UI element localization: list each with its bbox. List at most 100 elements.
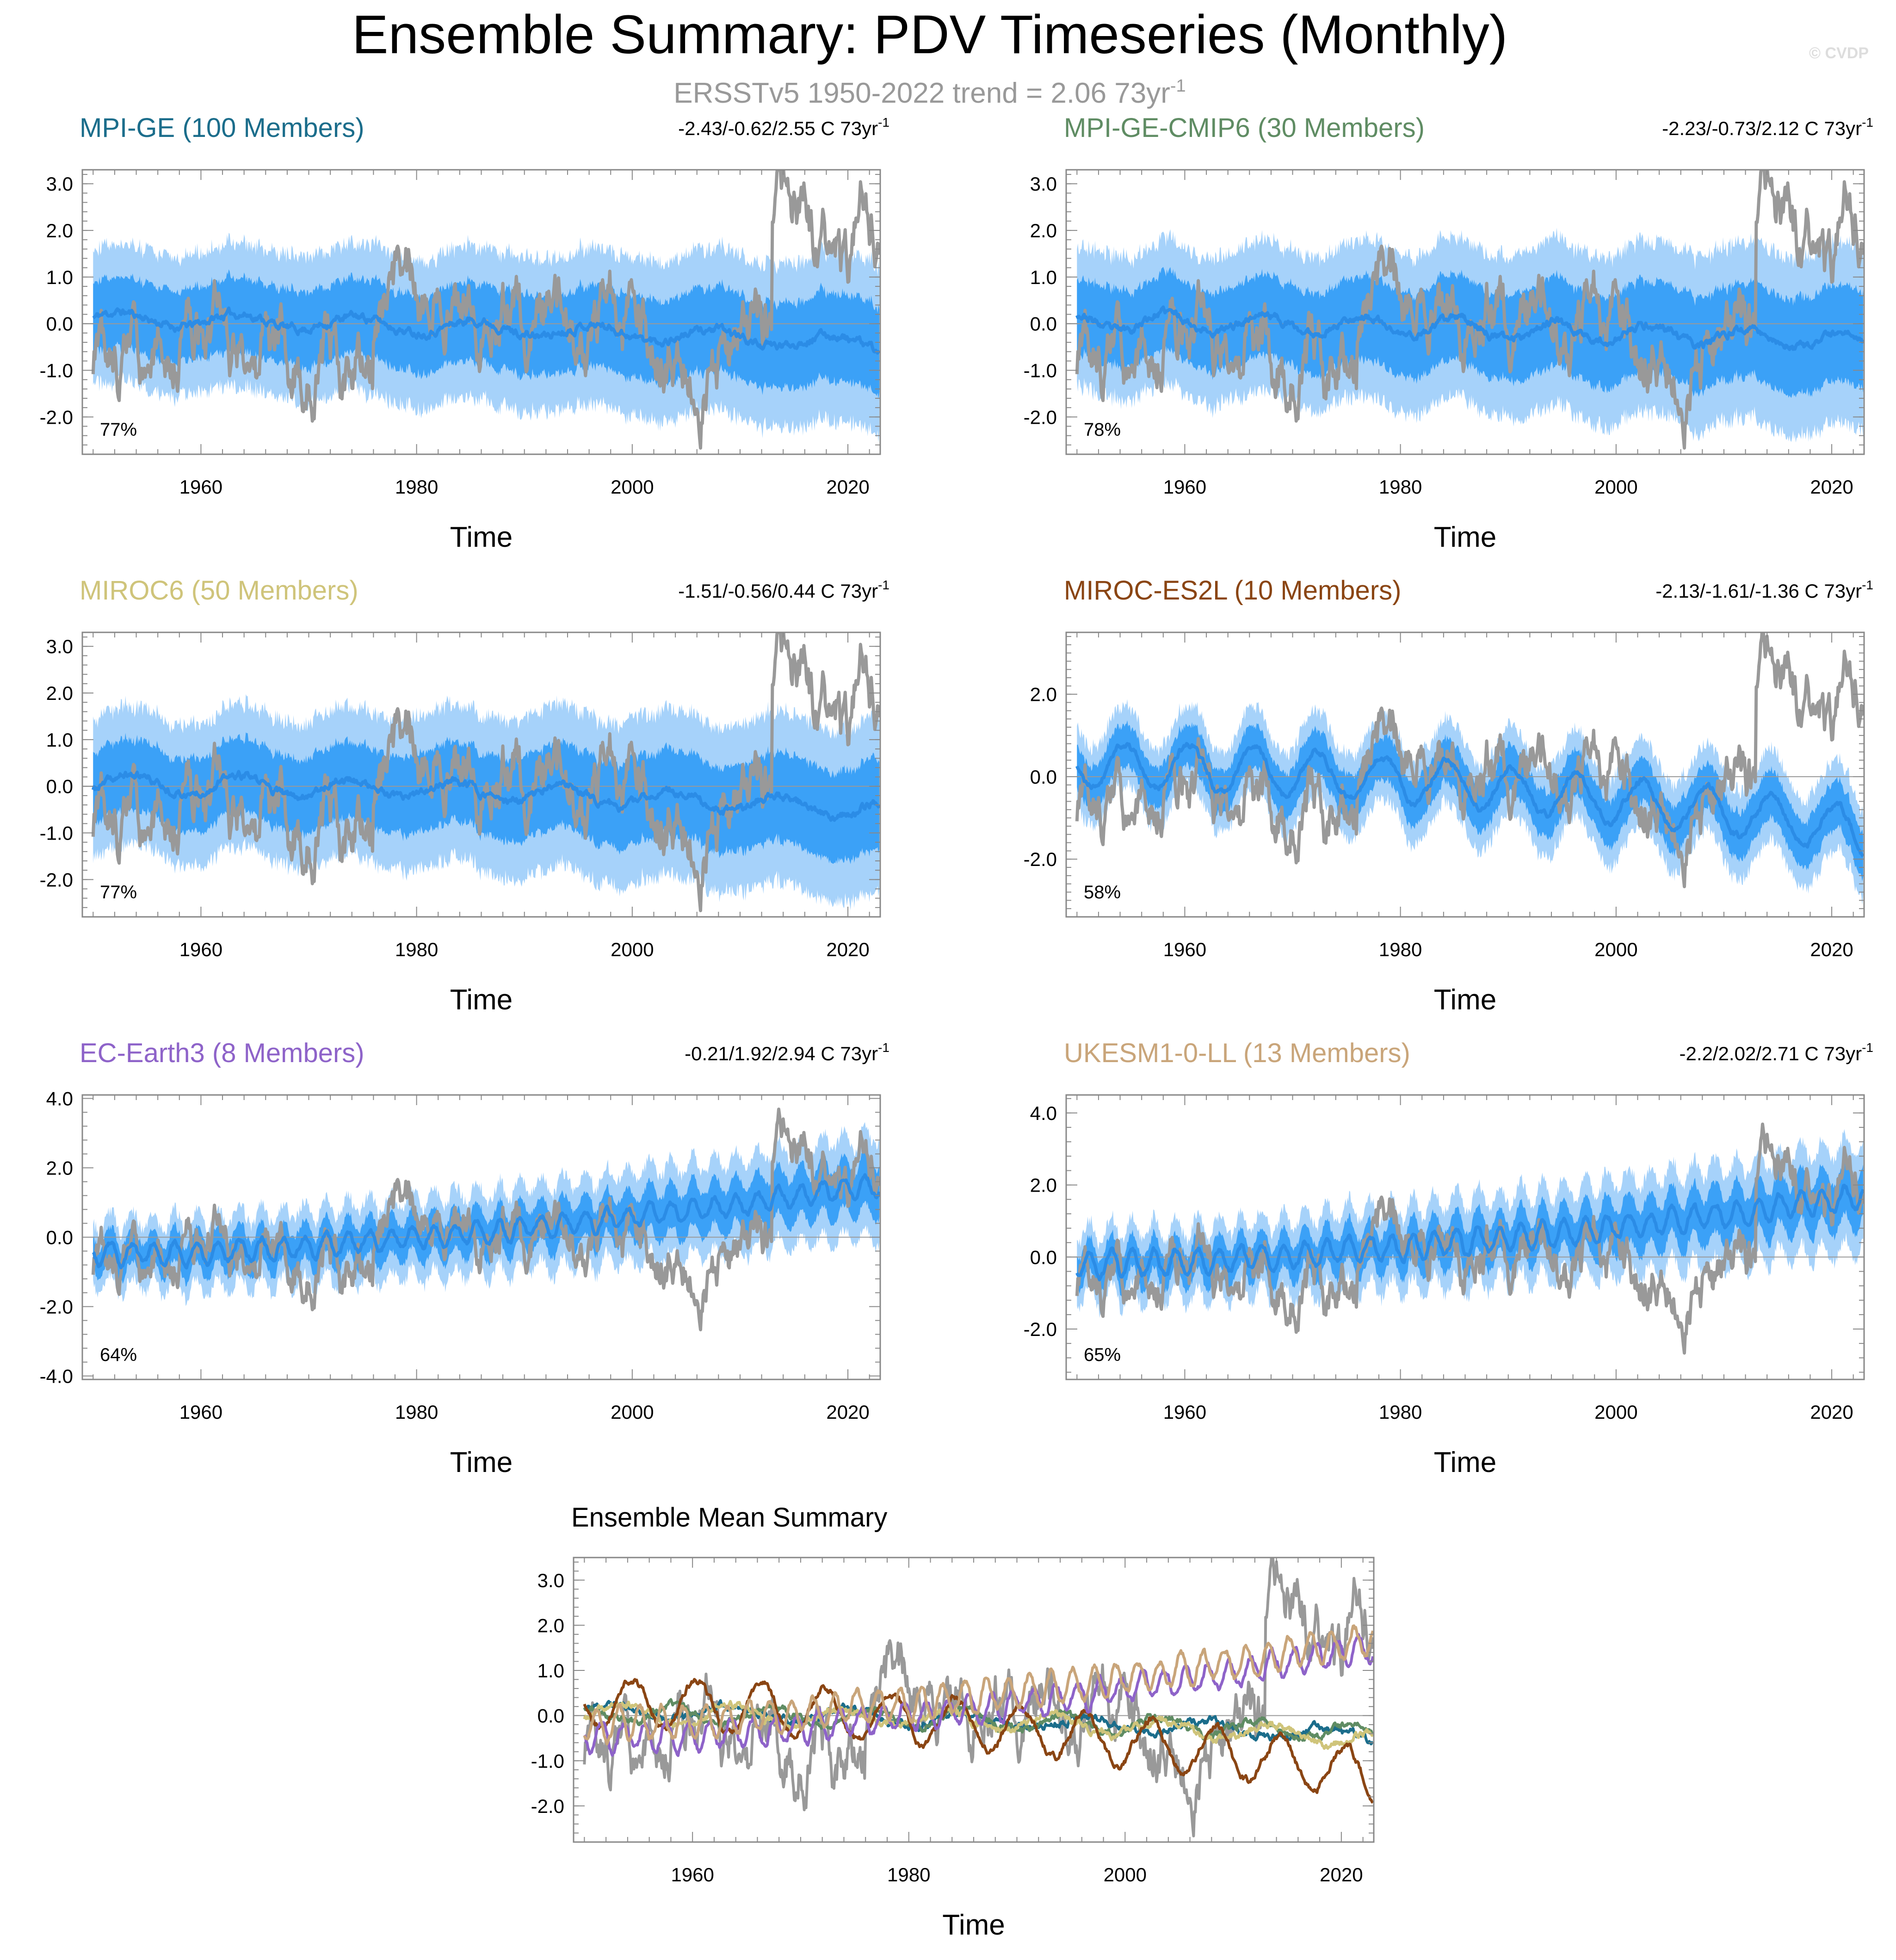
panel-miroc-es2l-10-members: MIROC-ES2L (10 Members) -2.13/-1.61/-1.36… (1024, 575, 1873, 1016)
panel-miroc6-50-members-xtick-label: 2000 (611, 939, 654, 960)
panel-mpi-ge-cmip6-30-members-xtick-label: 2000 (1594, 476, 1637, 498)
panel-mpi-ge-cmip6-30-members-xtick-label: 1960 (1163, 476, 1206, 498)
panel-ensemble-mean-summary-ytick-label: 2.0 (537, 1614, 564, 1636)
panel-mpi-ge-100-members-ytick-label: 3.0 (46, 173, 73, 195)
panel-miroc6-50-members-trend-stats: -1.51/-0.56/0.44 C 73yr-1 (678, 578, 889, 602)
panel-ec-earth3-8-members-trend-stats: -0.21/1.92/2.94 C 73yr-1 (685, 1040, 889, 1064)
panel-ec-earth3-8-members-xtick-label: 2000 (611, 1401, 654, 1423)
panel-ec-earth3-8-members-percent-within-spread: 64% (100, 1345, 137, 1365)
panel-mpi-ge-cmip6-30-members-ytick-label: -2.0 (1024, 406, 1057, 428)
panel-mpi-ge-100-members-trend-superscript: -1 (878, 115, 889, 130)
panel-miroc-es2l-10-members-xtick-label: 1980 (1379, 939, 1422, 960)
panel-ukesm1-0-ll-13-members-series-ersstv5 (1075, 1122, 1864, 1355)
panel-miroc6-50-members-trend-superscript: -1 (878, 578, 889, 592)
panel-miroc6-50-members-xlabel: Time (450, 984, 513, 1016)
panel-miroc6-50-members-ensemble-mean-line (91, 770, 880, 822)
panel-ec-earth3-8-members-xtick-label: 2020 (826, 1401, 869, 1423)
panel-mpi-ge-100-members-ytick-label: -1.0 (40, 360, 73, 382)
panel-ukesm1-0-ll-13-members: UKESM1-0-LL (13 Members) -2.2/2.02/2.71 C… (1024, 1038, 1873, 1478)
panel-ec-earth3-8-members-xlabel: Time (450, 1447, 513, 1478)
panel-ensemble-mean-summary-xtick-label: 1980 (887, 1864, 930, 1886)
panel-ec-earth3-8-members-trend-superscript: -1 (878, 1040, 889, 1055)
panel-ec-earth3-8-members-trend-value: -0.21/1.92/2.94 C 73yr (685, 1043, 878, 1064)
panel-miroc6-50-members-trend-value: -1.51/-0.56/0.44 C 73yr (678, 580, 878, 602)
panel-ukesm1-0-ll-13-members-spread-inner (1077, 1157, 1864, 1299)
panel-ukesm1-0-ll-13-members-ytick-label: -2.0 (1024, 1318, 1057, 1340)
panel-mpi-ge-cmip6-30-members-percent-within-spread: 78% (1084, 420, 1121, 440)
panel-mpi-ge-100-members-xlabel: Time (450, 521, 513, 553)
panel-miroc6-50-members: MIROC6 (50 Members) -1.51/-0.56/0.44 C 73… (40, 575, 889, 1016)
panel-mpi-ge-cmip6-30-members-xlabel: Time (1434, 521, 1496, 553)
panel-ec-earth3-8-members-xtick-label: 1960 (179, 1401, 222, 1423)
panel-mpi-ge-100-members-ytick-label: 1.0 (46, 266, 73, 288)
panel-mpi-ge-cmip6-30-members-ytick-label: 2.0 (1030, 220, 1057, 241)
panel-ukesm1-0-ll-13-members-xtick-label: 1980 (1379, 1401, 1422, 1423)
panel-ensemble-mean-summary-xtick-label: 2000 (1104, 1864, 1147, 1886)
panel-miroc6-50-members-percent-within-spread: 77% (100, 882, 137, 903)
panel-miroc6-50-members-ytick-label: 3.0 (46, 636, 73, 657)
panel-ec-earth3-8-members-plot-area (82, 1107, 880, 1331)
panel-ec-earth3-8-members-title: EC-Earth3 (8 Members) (80, 1038, 364, 1068)
panel-miroc6-50-members-title: MIROC6 (50 Members) (80, 575, 358, 606)
copyright-text: © CVDP (1809, 44, 1869, 62)
panel-ensemble-mean-summary: Ensemble Mean Summary 1960 1980 2000 2020 3.0… (531, 1502, 1375, 1941)
panel-miroc6-50-members-series-ersstv5 (91, 632, 880, 912)
panel-mpi-ge-cmip6-30-members-title: MPI-GE-CMIP6 (30 Members) (1064, 113, 1425, 143)
panel-ukesm1-0-ll-13-members-xtick-label: 2020 (1810, 1401, 1853, 1423)
panel-ukesm1-0-ll-13-members-ytick-label: 2.0 (1030, 1175, 1057, 1196)
panel-mpi-ge-100-members-xtick-label: 1980 (395, 476, 438, 498)
panel-miroc-es2l-10-members-trend-stats: -2.13/-1.61/-1.36 C 73yr-1 (1655, 578, 1873, 602)
panel-miroc-es2l-10-members-trend-superscript: -1 (1862, 578, 1873, 592)
panel-mpi-ge-100-members-trend-value: -2.43/-0.62/2.55 C 73yr (678, 117, 878, 139)
panel-mpi-ge-cmip6-30-members-plot-area (1066, 170, 1864, 450)
panel-ukesm1-0-ll-13-members-trend-stats: -2.2/2.02/2.71 C 73yr-1 (1680, 1040, 1873, 1064)
panel-ensemble-mean-summary-xtick-label: 2020 (1320, 1864, 1363, 1886)
panel-mpi-ge-100-members-xtick-label: 1960 (179, 476, 222, 498)
panel-miroc6-50-members-ytick-label: 2.0 (46, 682, 73, 704)
panel-ensemble-mean-summary-ytick-label: 0.0 (537, 1705, 564, 1727)
panel-ukesm1-0-ll-13-members-ytick-label: 4.0 (1030, 1102, 1057, 1124)
panel-miroc6-50-members-ytick-label: 0.0 (46, 776, 73, 798)
panel-miroc6-50-members-xtick-label: 2020 (826, 939, 869, 960)
panel-ukesm1-0-ll-13-members-trend-value: -2.2/2.02/2.71 C 73yr (1680, 1043, 1862, 1064)
panel-miroc-es2l-10-members-ytick-label: -2.0 (1024, 848, 1057, 870)
panel-mpi-ge-cmip6-30-members-xtick-label: 2020 (1810, 476, 1853, 498)
panel-ukesm1-0-ll-13-members-ytick-label: 0.0 (1030, 1246, 1057, 1268)
panel-mpi-ge-cmip6-30-members-ytick-label: -1.0 (1024, 360, 1057, 382)
panel-ukesm1-0-ll-13-members-trend-superscript: -1 (1862, 1040, 1873, 1055)
panel-ensemble-mean-summary-title: Ensemble Mean Summary (571, 1502, 887, 1533)
panel-ec-earth3-8-members-ytick-label: -2.0 (40, 1296, 73, 1318)
panel-ukesm1-0-ll-13-members-ensemble-mean-line (1075, 1183, 1864, 1281)
panel-mpi-ge-cmip6-30-members-trend-superscript: -1 (1862, 115, 1873, 130)
panel-miroc-es2l-10-members-ytick-label: 2.0 (1030, 684, 1057, 705)
panel-miroc-es2l-10-members-xtick-label: 1960 (1163, 939, 1206, 960)
panel-mpi-ge-cmip6-30-members-ytick-label: 1.0 (1030, 266, 1057, 288)
panel-mpi-ge-cmip6-30-members-trend-value: -2.23/-0.73/2.12 C 73yr (1662, 117, 1862, 139)
panel-ensemble-mean-summary-ytick-label: -2.0 (531, 1795, 564, 1817)
panel-mpi-ge-cmip6-30-members-ytick-label: 3.0 (1030, 173, 1057, 195)
panel-miroc-es2l-10-members-title: MIROC-ES2L (10 Members) (1064, 575, 1401, 606)
panel-mpi-ge-cmip6-30-members-xtick-label: 1980 (1379, 476, 1422, 498)
panel-miroc-es2l-10-members-spread-inner (1077, 720, 1864, 882)
panel-mpi-ge-cmip6-30-members-ensemble-mean-line (1075, 305, 1864, 351)
panel-ukesm1-0-ll-13-members-xtick-label: 2000 (1594, 1401, 1637, 1423)
panel-miroc6-50-members-plot-area (82, 632, 880, 912)
panel-ensemble-mean-summary-series-mpi-ge-cmip6 (583, 1698, 1374, 1742)
panel-ukesm1-0-ll-13-members-percent-within-spread: 65% (1084, 1345, 1121, 1365)
panel-miroc-es2l-10-members-xtick-label: 2000 (1594, 939, 1637, 960)
panel-mpi-ge-100-members-percent-within-spread: 77% (100, 420, 137, 440)
panel-ukesm1-0-ll-13-members-xlabel: Time (1434, 1447, 1496, 1478)
panel-ensemble-mean-summary-series-ukesm1-0-ll (583, 1624, 1374, 1746)
panel-mpi-ge-100-members-ytick-label: 0.0 (46, 313, 73, 335)
panel-mpi-ge-cmip6-30-members: MPI-GE-CMIP6 (30 Members) -2.23/-0.73/2.1… (1024, 113, 1873, 553)
panel-mpi-ge-cmip6-30-members-trend-stats: -2.23/-0.73/2.12 C 73yr-1 (1662, 115, 1873, 139)
panel-ec-earth3-8-members-ytick-label: -4.0 (40, 1366, 73, 1387)
panel-miroc6-50-members-ytick-label: 1.0 (46, 729, 73, 751)
panel-mpi-ge-100-members-plot-area (82, 170, 880, 450)
panel-ensemble-mean-summary-ytick-label: 3.0 (537, 1570, 564, 1591)
panel-ensemble-mean-summary-series-miroc-es2l (583, 1678, 1374, 1804)
panel-mpi-ge-100-members-series-ersstv5 (91, 170, 880, 450)
panel-mpi-ge-100-members-ensemble-mean-line (92, 306, 880, 355)
panels-group: MPI-GE (100 Members) -2.43/-0.62/2.55 C 7… (40, 113, 1873, 1941)
